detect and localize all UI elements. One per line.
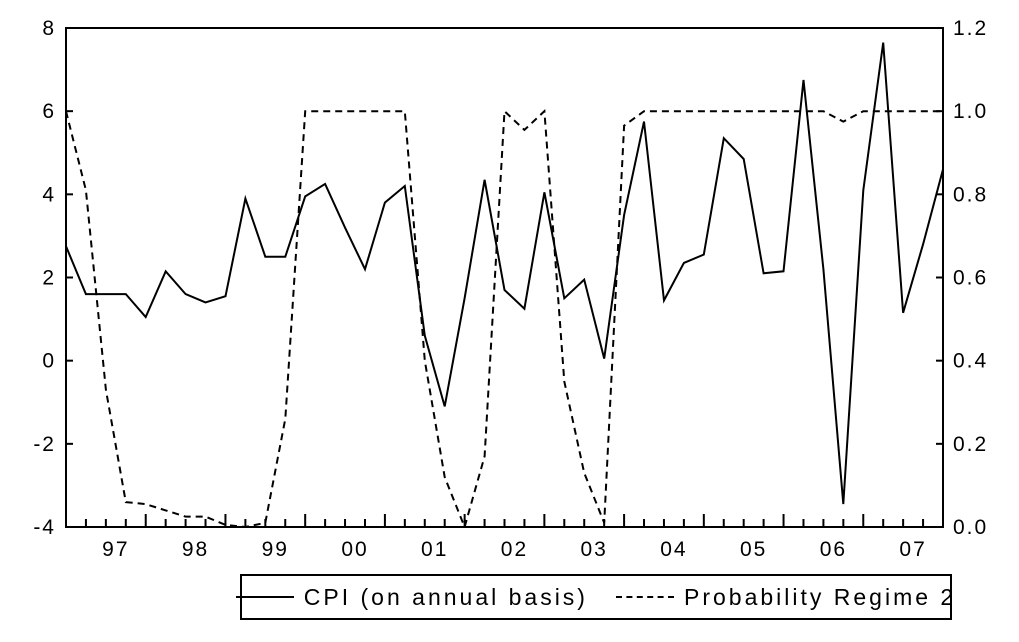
probability-point (883, 111, 884, 112)
legend-label-probability: Probability Regime 2 (683, 583, 957, 610)
x-tick-label: 99 (262, 538, 289, 561)
x-tick-label: 03 (581, 538, 608, 561)
probability-point (743, 111, 744, 112)
x-tick-label: 06 (820, 538, 847, 561)
probability-point (85, 190, 86, 191)
legend-item-probability: Probability Regime 2 (615, 583, 957, 611)
x-tick-label: 97 (102, 538, 129, 561)
probability-point (285, 418, 286, 419)
left-y-axis: -4 -2 0 2 4 6 8 (33, 17, 73, 539)
plot-frame (65, 27, 944, 528)
probability-point (504, 111, 505, 112)
x-tick-label: 98 (182, 538, 209, 561)
probability-point (345, 111, 346, 112)
legend: CPI (on annual basis) Probability Regime… (235, 574, 953, 620)
left-y-tick-label: 6 (42, 100, 56, 123)
right-y-tick-label: 1.2 (953, 17, 988, 40)
x-tick-label: 04 (660, 538, 687, 561)
legend-swatch-solid (235, 596, 294, 598)
cpi-series-line (65, 42, 944, 505)
left-y-tick-label: 4 (42, 183, 56, 206)
probability-point (145, 504, 146, 505)
x-tick-label: 02 (501, 538, 528, 561)
probability-point (404, 111, 405, 112)
left-y-tick-label: 0 (42, 350, 56, 373)
right-y-tick-label: 1.0 (953, 100, 988, 123)
x-tick-label: 07 (899, 538, 926, 561)
left-y-tick-label: 8 (42, 17, 56, 40)
legend-label-cpi: CPI (on annual basis) (303, 583, 588, 610)
probability-point (205, 516, 206, 517)
right-y-tick-label: 0.4 (953, 350, 988, 373)
x-tick-label: 01 (421, 538, 448, 561)
series-layer (65, 42, 944, 531)
right-y-axis: 0.0 0.2 0.4 0.6 0.8 1.0 1.2 (936, 17, 988, 539)
legend-swatch-dashed (615, 596, 674, 598)
left-y-tick-label: -4 (33, 516, 56, 539)
x-axis: 97 98 99 00 01 02 03 04 05 06 07 (65, 514, 944, 561)
probability-point (584, 472, 585, 473)
probability-point (803, 111, 804, 112)
x-tick-label: 00 (341, 538, 368, 561)
probability-point (683, 111, 684, 112)
right-y-tick-label: 0.2 (953, 433, 988, 456)
right-y-tick-label: 0.8 (953, 183, 988, 206)
x-tick-label: 05 (740, 538, 767, 561)
right-y-tick-label: 0.0 (953, 516, 988, 539)
right-y-tick-label: 0.6 (953, 267, 988, 290)
left-y-tick-label: -2 (33, 433, 56, 456)
probability-point (424, 360, 425, 361)
left-y-tick-label: 2 (42, 267, 56, 290)
legend-item-cpi: CPI (on annual basis) (235, 583, 588, 611)
probability-series-line (65, 109, 943, 531)
